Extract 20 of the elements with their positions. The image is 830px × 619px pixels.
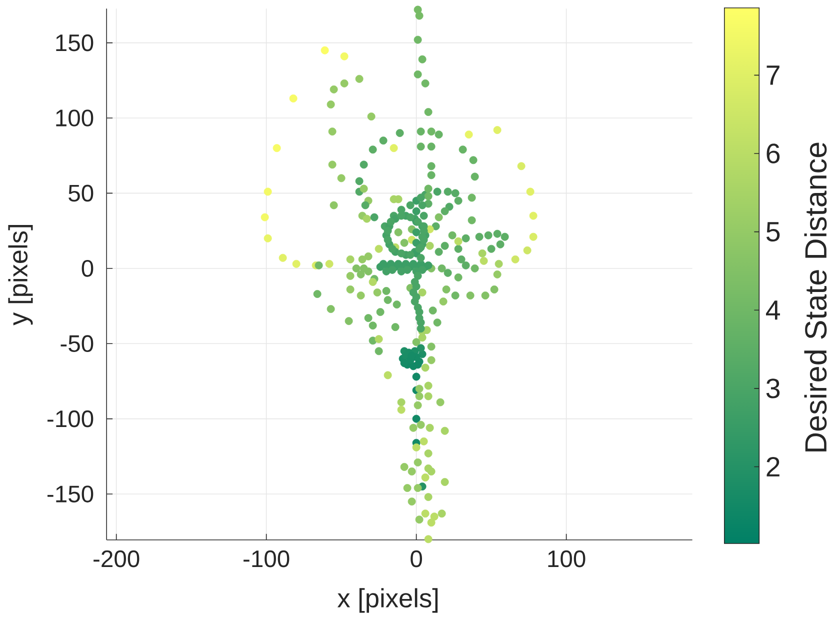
color-bar-label: 7 xyxy=(766,66,780,85)
color-bar-label: 6 xyxy=(766,144,780,164)
color-bar-label: 4 xyxy=(766,300,780,320)
y-tick-label: 0 xyxy=(82,260,94,278)
y-axis-title: y [pixels] xyxy=(8,225,33,326)
y-tick-label: -50 xyxy=(60,335,94,352)
y-tick-label: -100 xyxy=(48,410,94,428)
y-tick-label: 150 xyxy=(56,34,94,52)
color-bar-title: Desired State Distance xyxy=(804,142,827,452)
x-tick-label: -200 xyxy=(94,550,140,568)
y-tick-label: 100 xyxy=(56,110,94,127)
color-bar-label: 5 xyxy=(766,222,780,242)
color-bar-label: 2 xyxy=(766,457,780,477)
x-tick-label: -100 xyxy=(244,550,290,568)
y-tick-label: -150 xyxy=(48,486,94,503)
y-tick-label: 50 xyxy=(68,184,94,202)
color-bar-label: 3 xyxy=(766,378,780,398)
x-tick-label: 0 xyxy=(410,550,422,568)
x-tick-label: 100 xyxy=(548,550,586,568)
x-axis-title: x [pixels] xyxy=(337,588,438,613)
